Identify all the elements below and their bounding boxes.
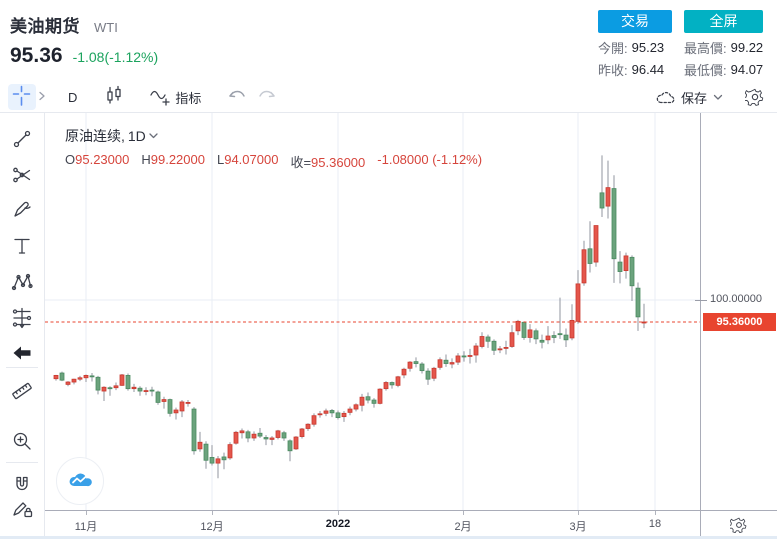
time-label-feb: 2月 [454,521,472,533]
price-tick [695,300,707,301]
high-label: 最高價: [684,40,727,56]
indicators-button[interactable]: 指标 [149,87,201,107]
price-axis-label: 100.00000 [710,293,762,305]
last-price: 95.36 [10,44,63,67]
time-label-mar: 3月 [569,521,587,533]
sidebar-divider [6,367,38,368]
fullscreen-button[interactable]: 全屏 [684,10,763,33]
bottom-border [0,536,777,539]
trade-button[interactable]: 交易 [598,10,672,33]
crosshair-icon [11,84,33,111]
prev-close-label: 昨收: [598,62,628,78]
time-tick [212,511,213,515]
provider-logo[interactable] [56,457,104,505]
lock-drawings-tool[interactable] [10,495,34,519]
brush-tool[interactable] [10,198,34,222]
last-price-tag: 95.36000 [703,313,776,331]
sidebar-divider [6,462,38,463]
time-tick [578,511,579,515]
chart-style-button[interactable] [103,84,125,111]
pitchfork-tool[interactable] [10,163,34,187]
magnet-tool[interactable] [10,473,34,497]
hide-toolbar-arrow[interactable] [10,341,34,365]
high-val: 99.22000 [150,152,205,167]
low-label: 最低價: [684,62,727,78]
save-button[interactable]: 保存 [655,88,707,107]
low-value: 94.07 [730,61,764,77]
redo-button[interactable] [257,88,277,107]
price-axis[interactable]: 100.00000 95.36000 [695,113,777,539]
open-val: 95.23000 [75,152,130,167]
chart-pane: 原油连续, 1D O95.23000 H99.22000 L94.07000 收… [45,113,700,510]
time-label-18: 18 [648,518,662,530]
indicators-label: 指标 [175,90,202,106]
low-val: 94.07000 [224,152,279,167]
stats-column-right: 最高價: 99.22 最低價: 94.07 [684,36,763,80]
gear-icon[interactable] [745,87,765,107]
candlestick-style-icon [107,85,122,104]
open-value: 95.23 [631,39,665,55]
high-value: 99.22 [730,39,764,55]
forecast-tool[interactable] [10,306,34,330]
symbol-title: 美油期货 [10,17,80,36]
ruler-tool[interactable] [10,379,34,403]
chevron-down-icon [149,133,158,139]
legend-change: -1.08000 (-1.12%) [377,152,483,167]
trendline-tool[interactable] [10,127,34,151]
header: 美油期货 WTI 95.36 -1.08(-1.12%) 交易 全屏 今開: 95… [0,0,777,82]
crosshair-tool-button[interactable] [8,84,36,110]
undo-button[interactable] [227,88,247,107]
indicator-icon [150,90,171,106]
prev-close-value: 96.44 [631,61,665,77]
redo-icon [259,90,276,97]
cloud-save-icon [656,91,675,104]
series-interval: 1D [127,128,146,144]
time-tick [86,511,87,515]
text-tool[interactable] [10,234,34,258]
time-tick [463,511,464,515]
drawing-toolbar [0,113,45,539]
symbol-code: WTI [94,20,118,35]
chart-toolbar: D 指标 保存 [0,82,777,113]
interval-button[interactable]: D [68,89,78,105]
series-title[interactable]: 原油连续, 1D [65,126,482,146]
candlestick-chart[interactable] [45,113,700,510]
series-name: 原油连续, [65,128,125,144]
time-label-nov: 11月 [74,521,98,533]
chevron-down-icon[interactable] [713,88,723,106]
low-key: L [216,152,225,167]
axis-settings-cell[interactable] [700,510,777,539]
chevron-right-icon[interactable] [38,88,46,106]
stats-column-left: 今開: 95.23 昨收: 96.44 [598,36,664,80]
chart-legend: 原油连续, 1D O95.23000 H99.22000 L94.07000 收… [65,126,482,171]
gear-icon [730,517,747,533]
price-change: -1.08(-1.12%) [72,49,159,65]
undo-icon [229,90,246,97]
time-label-dec: 12月 [200,521,224,533]
time-label-2022: 2022 [325,518,351,530]
open-key: O [65,152,76,167]
close-val: 95.36000 [311,155,366,170]
xabcd-pattern-tool[interactable] [10,270,34,294]
ohlc-values: O95.23000 H99.22000 L94.07000 收=95.36000… [65,152,482,171]
time-axis[interactable]: 11月 12月 2022 2月 3月 18 [45,510,700,539]
open-label: 今開: [598,40,628,56]
high-key: H [141,152,151,167]
close-key: 收= [290,155,312,170]
time-tick [338,511,339,515]
save-label: 保存 [680,90,707,106]
zoom-in-tool[interactable] [10,429,34,453]
time-tick [655,511,656,515]
